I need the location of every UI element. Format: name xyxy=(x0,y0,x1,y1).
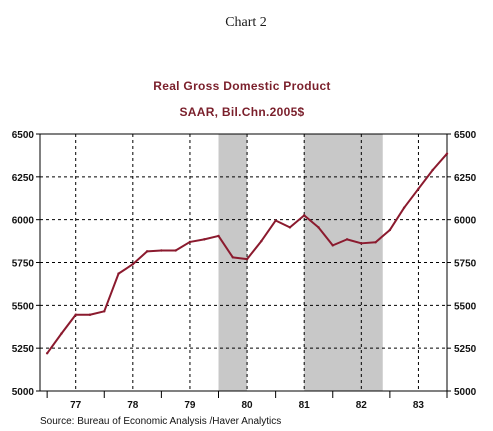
data-point xyxy=(402,206,406,209)
y-tick-label-left: 5250 xyxy=(12,344,35,355)
series-layer xyxy=(45,152,449,355)
data-point xyxy=(45,352,49,355)
data-point xyxy=(203,238,206,241)
y-tick-label-left: 6000 xyxy=(12,216,35,227)
data-point xyxy=(260,239,263,243)
data-point xyxy=(317,226,320,229)
x-axis-ticks: 77 78 79 80 81 82 83 xyxy=(46,391,448,411)
data-point xyxy=(417,187,420,191)
x-tick-label: 83 xyxy=(413,400,425,411)
data-point xyxy=(60,332,63,335)
data-point xyxy=(117,272,120,275)
y-tick-label-left: 5750 xyxy=(12,259,35,270)
y-tick-label-left: 5500 xyxy=(12,301,35,312)
y-tick-label-right: 6000 xyxy=(454,216,477,227)
chart-title: Real Gross Domestic Product xyxy=(153,79,330,93)
y-axis-ticks: 5000 5000 5250 5250 5500 5500 5750 5750 6000 6000… xyxy=(12,130,477,398)
chart-subtitle: SAAR, Bil.Chn.2005$ xyxy=(179,105,304,119)
x-tick-label: 80 xyxy=(242,400,254,411)
y-tick-label-right: 6500 xyxy=(454,130,477,141)
y-tick-label-right: 5500 xyxy=(454,301,477,312)
x-tick-label: 77 xyxy=(70,400,82,411)
data-point xyxy=(103,310,106,313)
chart-heading: Chart 2 xyxy=(225,15,267,30)
y-tick-label-right: 6250 xyxy=(454,173,477,184)
x-tick-label: 82 xyxy=(356,400,368,411)
data-point xyxy=(131,263,135,266)
x-tick-label: 81 xyxy=(299,400,311,411)
data-point xyxy=(217,234,220,238)
data-point xyxy=(160,249,163,252)
y-tick-label-right: 5250 xyxy=(454,344,477,355)
data-point xyxy=(145,250,149,253)
data-point xyxy=(331,244,334,247)
x-tick-label: 79 xyxy=(184,400,196,411)
x-tick-label: 78 xyxy=(127,400,139,411)
y-tick-label-left: 6250 xyxy=(12,173,35,184)
data-point xyxy=(74,313,77,316)
data-point xyxy=(360,242,363,245)
gridlines xyxy=(40,134,447,391)
data-point xyxy=(388,228,392,232)
data-point xyxy=(174,249,177,252)
data-point xyxy=(431,168,434,172)
data-point xyxy=(345,238,349,241)
data-point xyxy=(445,152,449,155)
y-tick-label-right: 5750 xyxy=(454,259,477,270)
data-point xyxy=(231,256,234,259)
y-tick-label-left: 5000 xyxy=(12,387,35,398)
data-point xyxy=(302,214,306,217)
y-tick-label-right: 5000 xyxy=(454,387,477,398)
data-point xyxy=(374,241,377,244)
data-point xyxy=(288,226,292,229)
y-tick-label-left: 6500 xyxy=(12,130,35,141)
data-point xyxy=(188,240,192,244)
source-note: Source: Bureau of Economic Analysis /Hav… xyxy=(40,416,281,427)
data-point xyxy=(88,313,92,316)
data-point xyxy=(274,219,277,222)
data-point xyxy=(245,257,249,261)
